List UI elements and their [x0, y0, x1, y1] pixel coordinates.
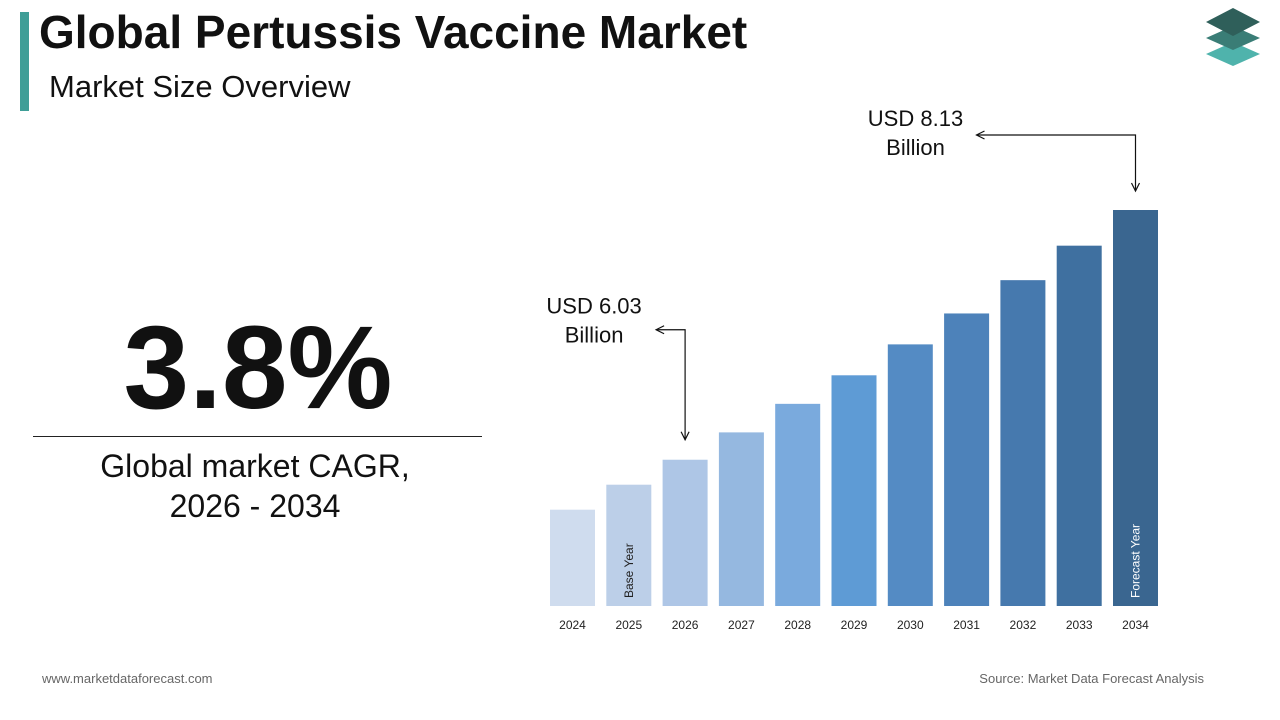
cagr-divider — [33, 436, 482, 437]
bar-2032 — [1000, 280, 1046, 606]
arrowhead — [680, 431, 690, 442]
in-bar-labels: Base Year Forecast Year — [622, 524, 1143, 598]
x-tick-2030: 2030 — [897, 618, 924, 632]
x-tick-2034: 2034 — [1122, 618, 1149, 632]
page-title: Global Pertussis Vaccine Market — [39, 6, 748, 58]
cagr-label-line2: 2026 - 2034 — [169, 488, 341, 524]
logo-layer-bottom — [1206, 42, 1260, 66]
arrowhead — [975, 130, 985, 140]
callout-2026-line2: Billion — [565, 323, 624, 348]
bar-2034 — [1113, 210, 1158, 606]
callout-2034-connector — [976, 134, 1137, 191]
in-bar-label-2034: Forecast Year — [1129, 524, 1143, 598]
bar-2025 — [606, 484, 652, 606]
bar-2026 — [662, 459, 708, 606]
page-subtitle: Market Size Overview — [49, 69, 351, 104]
x-tick-2031: 2031 — [953, 618, 980, 632]
x-tick-2024: 2024 — [559, 618, 586, 632]
callouts-group: USD 6.03 Billion USD 8.13 Billion — [546, 106, 1141, 442]
brand-logo-icon — [1206, 8, 1260, 66]
in-bar-label-2025: Base Year — [622, 543, 636, 598]
cagr-value: 3.8% — [123, 302, 393, 434]
cagr-label: Global market CAGR, 2026 - 2034 — [40, 446, 470, 526]
x-tick-2029: 2029 — [841, 618, 868, 632]
callout-2034-line1: USD 8.13 — [868, 106, 963, 131]
callout-2034-line2: Billion — [886, 135, 945, 160]
x-tick-2025: 2025 — [615, 618, 642, 632]
bar-2030 — [887, 344, 933, 606]
bar-2028 — [775, 403, 821, 606]
callout-2026-line1: USD 6.03 — [546, 294, 641, 319]
bars-group — [550, 210, 1158, 607]
x-axis-ticks: 2024 2025 2026 2027 2028 2029 2030 2031 2032 2033… — [559, 618, 1149, 632]
logo-layer-top — [1206, 8, 1260, 36]
x-tick-2026: 2026 — [672, 618, 699, 632]
logo-layer-middle — [1206, 26, 1260, 50]
x-tick-2028: 2028 — [784, 618, 811, 632]
arrowhead — [654, 325, 665, 335]
bar-2029 — [831, 375, 877, 606]
x-tick-2032: 2032 — [1010, 618, 1037, 632]
x-tick-2033: 2033 — [1066, 618, 1093, 632]
x-tick-2027: 2027 — [728, 618, 755, 632]
cagr-label-line1: Global market CAGR, — [100, 448, 410, 484]
footer-source: Source: Market Data Forecast Analysis — [979, 671, 1204, 686]
callout-2026-connector — [656, 329, 686, 440]
arrowhead — [1130, 182, 1141, 193]
bar-2024 — [550, 509, 595, 606]
bar-2031 — [944, 313, 990, 606]
bar-2027 — [718, 432, 764, 606]
title-accent-bar — [20, 12, 29, 111]
bar-2033 — [1056, 245, 1102, 607]
footer-website: www.marketdataforecast.com — [42, 671, 213, 686]
